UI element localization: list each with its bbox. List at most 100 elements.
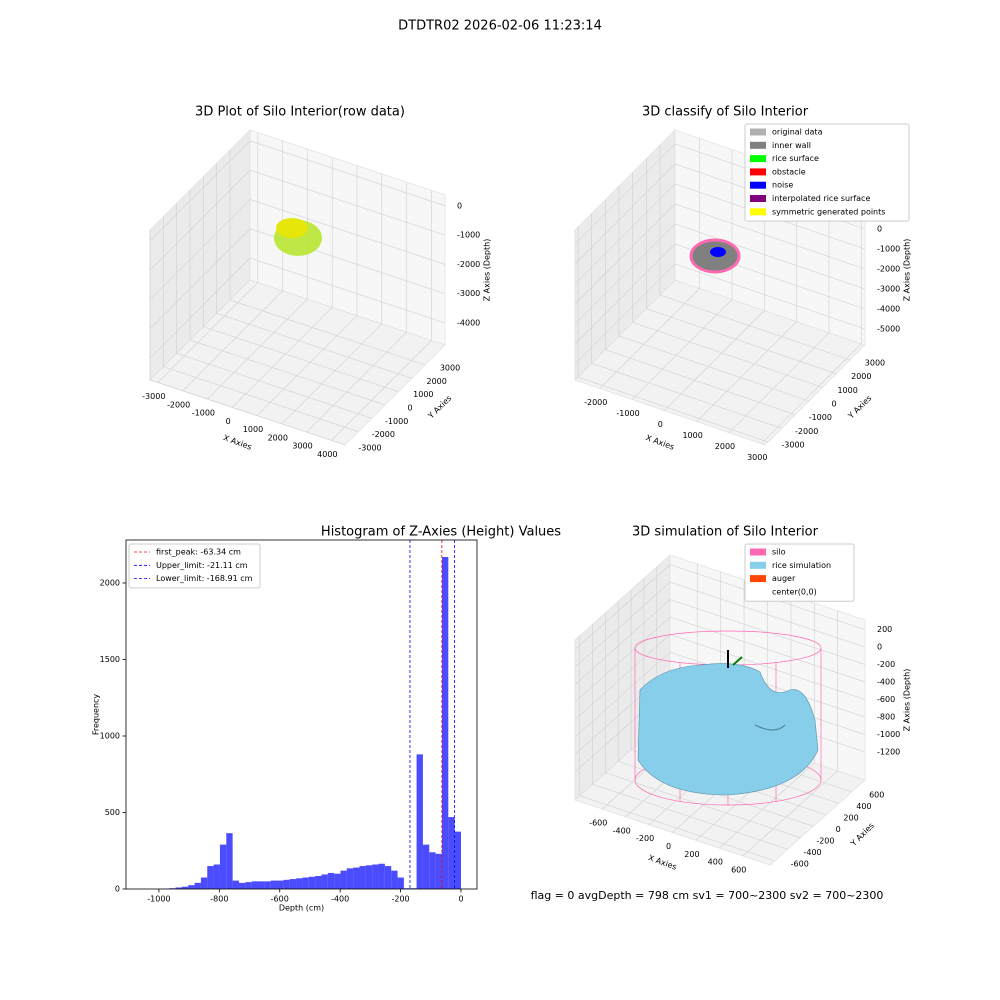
legend-swatch [750,195,766,202]
legend-label: rice simulation [772,561,831,570]
bar [194,882,201,889]
noise-cluster [710,247,726,257]
bar [264,881,271,889]
grid-line [696,171,797,422]
z-tick-label: -2000 [457,260,480,269]
grid-line [149,228,446,329]
y-tick-label: -2000 [372,430,395,439]
grid-line [579,635,775,862]
z-tick-label: -2000 [877,265,900,274]
y-tick-label: -200 [816,836,834,845]
y-tick-label: 500 [105,808,120,817]
grid-line [574,564,866,650]
bar [277,880,284,889]
x-tick-label: 0 [458,895,463,904]
z-tick-label: -1000 [877,730,900,739]
decoration [274,218,822,806]
bar [238,882,246,889]
grid-line [574,616,866,703]
bar [359,866,366,889]
legend-label: first_peak: -63.34 cm [156,548,241,557]
x-tick-label: -600 [589,819,607,828]
grid-line [659,145,851,361]
z-tick-label: 0 [877,643,882,652]
pane [249,129,446,346]
chart-title: 3D classify of Silo Interior [642,105,809,120]
plot-frame [125,539,478,890]
x-tick-label: 400 [708,858,723,867]
bar [296,878,303,889]
y-tick-label: 0 [831,400,836,409]
grid-line [231,157,333,408]
grid-line [229,150,426,366]
legend-label: inner wall [772,141,811,150]
grid-line [574,581,866,668]
y-tick-label: 600 [869,790,884,799]
bar [372,864,379,889]
grid-line [331,190,432,441]
bar [219,844,227,889]
rice-surface [637,663,819,796]
x-tick-label: -1000 [616,409,639,418]
bar [175,887,182,889]
bar [188,885,195,889]
grid-line [591,213,782,429]
direction [732,656,743,666]
z-axis-label: Z Axies (Depth) [903,669,912,732]
grid-line [574,183,866,285]
grid-line [728,182,830,433]
x-tick-label: 3000 [292,442,312,451]
legend-label: interpolated rice surface [772,194,870,203]
bar [308,876,316,889]
bar [232,880,239,889]
grid-line [719,603,815,849]
x-tick-label: 2000 [268,433,288,442]
bar [346,868,354,889]
bar [321,874,328,889]
bar [207,866,214,889]
bar [397,877,404,889]
x-tick-label: -400 [331,895,349,904]
grid-line [306,182,407,433]
grid-line [631,149,733,400]
legend-label: original data [772,128,823,137]
y-tick-label: 0 [407,404,412,413]
x-tick-label: -2000 [584,398,607,407]
grid-line [149,257,446,359]
grid-line [599,138,701,389]
bar [378,863,385,889]
legend-swatch [750,575,766,583]
y-tick-label: 0 [836,825,841,834]
bar [327,872,335,889]
grid-line [207,149,308,400]
legend-label: rice surface [772,154,819,163]
bar [353,867,360,889]
grid-line [163,216,359,432]
x-tick-label: 2000 [715,442,735,451]
bar [270,880,278,889]
z-tick-label: -3000 [457,289,480,298]
grid-line [605,612,801,839]
legend-box [128,543,261,589]
bar [289,879,297,889]
legend-swatch [750,181,766,189]
y-tick-label: -600 [791,859,809,868]
legend-box [744,123,910,222]
legend-label: Upper_limit: -21.11 cm [156,561,248,570]
legend-swatch [750,168,766,176]
x-tick-label: -1000 [192,409,215,418]
bar [258,881,265,889]
grid-line [176,203,372,419]
chart-title: 3D Plot of Silo Interior(row data) [195,105,405,120]
x-tick-label: -2000 [167,400,190,409]
grid-line [281,173,383,425]
z-tick-label: -4000 [877,305,900,314]
y-tick-label: -3000 [781,440,804,449]
chart-title: 3D simulation of Silo Interior [632,525,819,540]
grid-line [646,158,837,374]
z-tick-label: -3000 [877,285,900,294]
z-tick-label: -400 [877,678,895,687]
legend-swatch [750,548,766,556]
grid-line [574,263,866,365]
bar [181,886,189,889]
